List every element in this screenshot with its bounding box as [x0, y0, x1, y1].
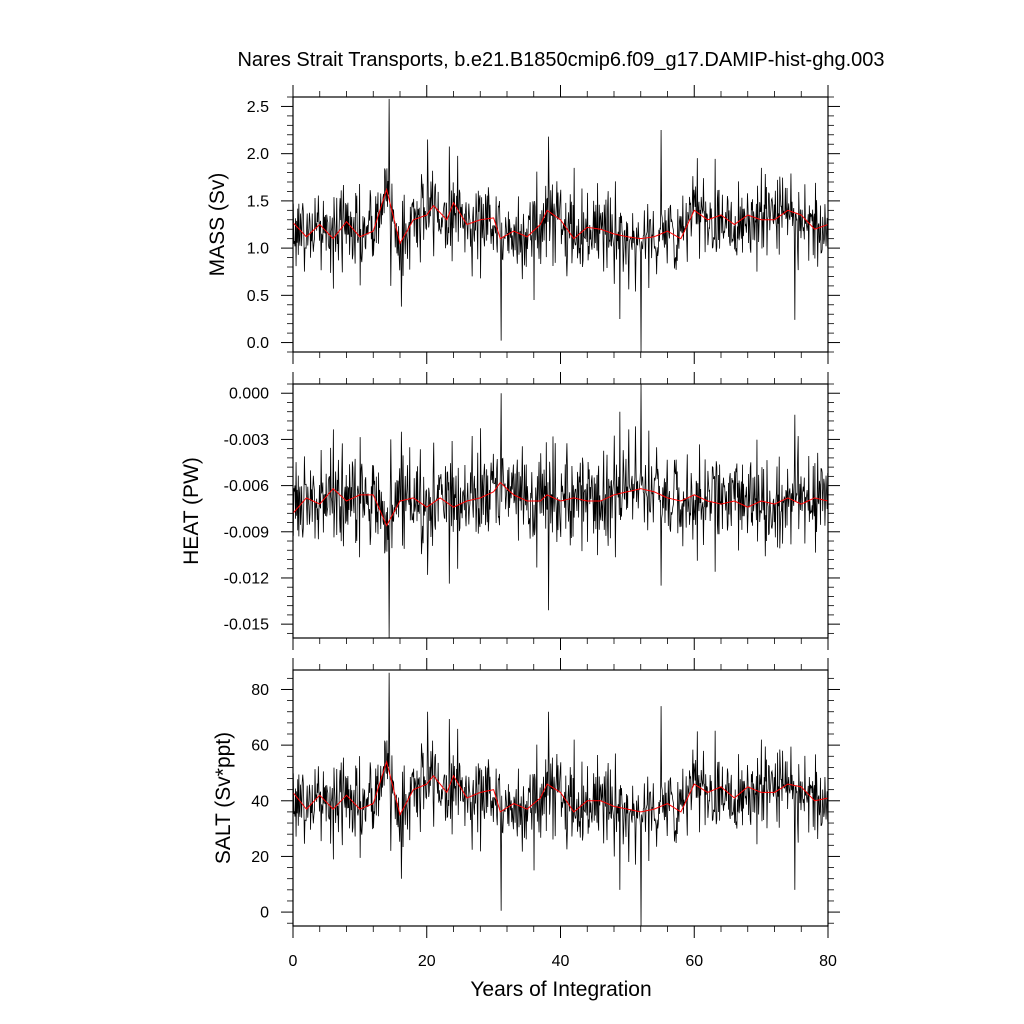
y-tick-label: 0.0 — [247, 335, 269, 352]
x-tick-label: 60 — [685, 953, 703, 970]
x-tick-label: 40 — [552, 953, 570, 970]
series-smoothed — [293, 187, 828, 245]
y-tick-label: -0.015 — [224, 617, 269, 634]
series-monthly — [293, 384, 828, 638]
panel-frame — [292, 96, 829, 353]
panel-2: 0 20 40 60 80 SALT (Sv*ppt) — [212, 658, 840, 938]
y-tick-label: 1.0 — [247, 241, 269, 258]
panel-0: 0.0 0.5 1.0 1.5 2.0 2.5 MASS (Sv) — [206, 85, 840, 364]
series-smoothed — [293, 760, 828, 817]
panels: 0.0 0.5 1.0 1.5 2.0 2.5 MASS (Sv) 0.000 -0.003 -0… — [180, 85, 840, 970]
x-tick-label: 0 — [289, 953, 298, 970]
panel-1: 0.000 -0.003 -0.006 -0.009 -0.012 -0.015 HEAT … — [180, 372, 840, 650]
y-tick-label: 80 — [251, 682, 269, 699]
y-tick-label: 2.0 — [247, 146, 269, 163]
y-tick-label: -0.003 — [224, 432, 269, 449]
y-tick-label: -0.009 — [224, 524, 269, 541]
y-tick-label: 2.5 — [247, 99, 269, 116]
y-tick-label: 0 — [260, 905, 269, 922]
y-tick-label: 0.5 — [247, 288, 269, 305]
y-tick-label: -0.006 — [224, 478, 269, 495]
y-tick-label: 40 — [251, 793, 269, 810]
y-tick-label: -0.012 — [224, 570, 269, 587]
y-axis-label: HEAT (PW) — [180, 457, 203, 565]
x-axis-label: Years of Integration — [470, 978, 651, 1001]
y-axis-label: SALT (Sv*ppt) — [212, 732, 235, 864]
y-tick-label: 1.5 — [247, 193, 269, 210]
series-monthly — [293, 98, 828, 352]
y-tick-label: 0.000 — [229, 386, 269, 403]
x-tick-label: 20 — [418, 953, 436, 970]
chart-title: Nares Strait Transports, b.e21.B1850cmip… — [237, 49, 884, 71]
series-monthly — [293, 672, 828, 926]
series-smoothed — [293, 481, 828, 527]
y-tick-label: 60 — [251, 738, 269, 755]
panel-frame — [292, 669, 829, 927]
x-tick-label: 80 — [819, 953, 837, 970]
y-tick-label: 20 — [251, 849, 269, 866]
y-axis-label: MASS (Sv) — [206, 173, 229, 277]
